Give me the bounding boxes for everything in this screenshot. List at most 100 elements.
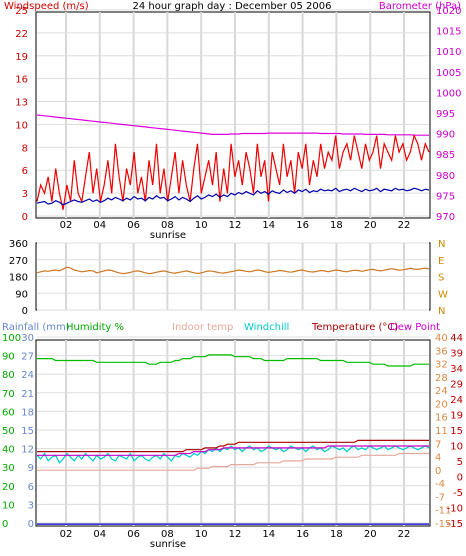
y-tick-dewpoint: 19 xyxy=(450,411,463,422)
y-tick-humidity: 80 xyxy=(2,370,15,381)
x-tick-p3: 20 xyxy=(364,529,377,540)
right-axis-label-p1: Barometer (hPa) xyxy=(379,1,461,12)
y-tick-temperature: 36 xyxy=(435,346,448,357)
y-tick-temperature: -15 xyxy=(435,519,451,530)
sunrise-label-p3: sunrise xyxy=(150,539,186,550)
y-tick-right-p1: 970 xyxy=(436,212,455,223)
y-tick-humidity: 70 xyxy=(2,389,15,400)
y-tick-temperature: 7 xyxy=(435,439,441,450)
y-tick-left-p1: 22 xyxy=(15,29,28,40)
y-tick-dewpoint: 0 xyxy=(457,473,463,484)
y-tick-dewpoint: 15 xyxy=(450,426,463,437)
y-tick-right-p1: 985 xyxy=(436,150,455,161)
y-tick-temperature: -11 xyxy=(435,506,451,517)
panel-frame-3 xyxy=(35,339,431,527)
y-tick-dewpoint: 39 xyxy=(450,349,463,360)
x-tick-p1: 20 xyxy=(364,220,377,231)
x-tick-p1: 22 xyxy=(398,220,411,231)
series-temperature-c- xyxy=(37,439,429,453)
series-dew-point xyxy=(37,445,429,456)
y-tick-left-p1: 25 xyxy=(15,6,28,17)
left-axis-label-p1: Windspeed (m/s) xyxy=(4,1,89,12)
legend-humidity: Humidity % xyxy=(66,322,124,333)
y-tick-dewpoint: 10 xyxy=(450,442,463,453)
y-tick-right-p1: 1000 xyxy=(436,88,461,99)
y-tick-dewpoint: 29 xyxy=(450,380,463,391)
panel-frame-1 xyxy=(35,11,431,219)
x-tick-p3: 02 xyxy=(60,529,73,540)
y-tick-left-p1: 13 xyxy=(15,98,28,109)
y-tick-left-p1: 19 xyxy=(15,52,28,63)
y-tick-left-p2: 90 xyxy=(15,289,28,300)
legend-0: Indoor temp xyxy=(172,322,233,333)
y-tick-temperature: 4 xyxy=(435,453,441,464)
y-tick-temperature: 28 xyxy=(435,373,448,384)
y-tick-temperature: 0 xyxy=(435,466,441,477)
y-tick-humidity: 90 xyxy=(2,352,15,363)
y-tick-humidity: 0 xyxy=(2,519,8,530)
x-tick-p3: 22 xyxy=(398,529,411,540)
y-tick-left-p1: 16 xyxy=(15,75,28,86)
y-tick-humidity: 10 xyxy=(2,500,15,511)
y-tick-temperature: 24 xyxy=(435,386,448,397)
y-tick-right-p1: 975 xyxy=(436,191,455,202)
x-tick-p1: 02 xyxy=(60,220,73,231)
x-tick-p3: 18 xyxy=(330,529,343,540)
y-tick-temperature: 16 xyxy=(435,413,448,424)
y-tick-rainfall: 30 xyxy=(21,333,34,344)
legend-3: Dew Point xyxy=(390,322,440,333)
y-tick-humidity: 50 xyxy=(2,426,15,437)
y-tick-rainfall: 18 xyxy=(21,407,34,418)
y-tick-left-p1: 3 xyxy=(22,189,28,200)
x-tick-p1: 06 xyxy=(127,220,140,231)
y-tick-right-p1: 1010 xyxy=(436,47,461,58)
y-tick-temperature: -4 xyxy=(435,479,445,490)
y-tick-temperature: -7 xyxy=(435,492,445,503)
x-tick-p3: 04 xyxy=(93,529,106,540)
legend-2: Temperature (°C) xyxy=(311,322,398,333)
y-tick-left-p1: 0 xyxy=(22,212,28,223)
y-tick-rainfall: 27 xyxy=(21,352,34,363)
y-tick-humidity: 30 xyxy=(2,463,15,474)
y-tick-right-p2: N xyxy=(438,239,445,250)
y-tick-left-p1: 8 xyxy=(22,143,28,154)
y-tick-dewpoint: 24 xyxy=(450,395,463,406)
y-tick-temperature: 40 xyxy=(435,333,448,344)
y-tick-rainfall: 0 xyxy=(28,519,34,530)
x-tick-p3: 08 xyxy=(161,529,174,540)
y-tick-left-p2: 360 xyxy=(9,239,28,250)
y-tick-right-p1: 1020 xyxy=(436,6,461,17)
x-tick-p3: 16 xyxy=(296,529,309,540)
x-tick-p1: 08 xyxy=(161,220,174,231)
y-tick-rainfall: 21 xyxy=(21,389,34,400)
y-tick-left-p2: 180 xyxy=(9,273,28,284)
y-tick-rainfall: 15 xyxy=(21,426,34,437)
y-tick-left-p1: 6 xyxy=(22,166,28,177)
x-tick-p1: 18 xyxy=(330,220,343,231)
series-windspeed-average xyxy=(36,187,430,206)
y-tick-right-p2: W xyxy=(438,289,448,300)
chart-title: 24 hour graph day : December 05 2006 xyxy=(133,1,332,12)
y-tick-temperature: 11 xyxy=(435,426,448,437)
y-tick-left-p2: 0 xyxy=(22,306,28,317)
y-tick-rainfall: 12 xyxy=(21,445,34,456)
y-tick-humidity: 60 xyxy=(2,407,15,418)
y-tick-rainfall: 24 xyxy=(21,370,34,381)
x-tick-p3: 12 xyxy=(229,529,242,540)
x-tick-p3: 14 xyxy=(262,529,275,540)
y-tick-dewpoint: 44 xyxy=(450,333,463,344)
x-tick-p1: 04 xyxy=(93,220,106,231)
x-tick-p1: 10 xyxy=(195,220,208,231)
y-tick-right-p2: E xyxy=(438,256,444,267)
y-tick-right-p1: 1005 xyxy=(436,68,461,79)
y-tick-right-p1: 980 xyxy=(436,171,455,182)
legend-1: Windchill xyxy=(244,322,289,333)
y-tick-humidity: 100 xyxy=(2,333,21,344)
x-tick-p1: 16 xyxy=(296,220,309,231)
y-tick-humidity: 40 xyxy=(2,445,15,456)
x-tick-p3: 06 xyxy=(127,529,140,540)
y-tick-dewpoint: 5 xyxy=(457,457,463,468)
y-tick-right-p1: 995 xyxy=(436,109,455,120)
series-barometer xyxy=(36,114,429,136)
